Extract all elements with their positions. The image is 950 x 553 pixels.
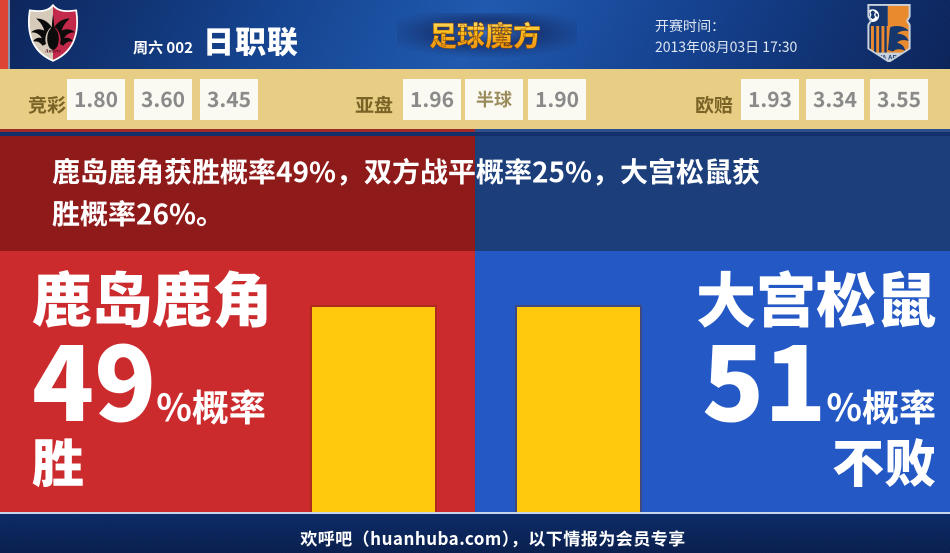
svg-text:足球魔方: 足球魔方 xyxy=(429,15,541,55)
svg-text:Antlers: Antlers xyxy=(44,49,61,55)
svg-text:OMIYA ARDIJA: OMIYA ARDIJA xyxy=(866,55,912,62)
